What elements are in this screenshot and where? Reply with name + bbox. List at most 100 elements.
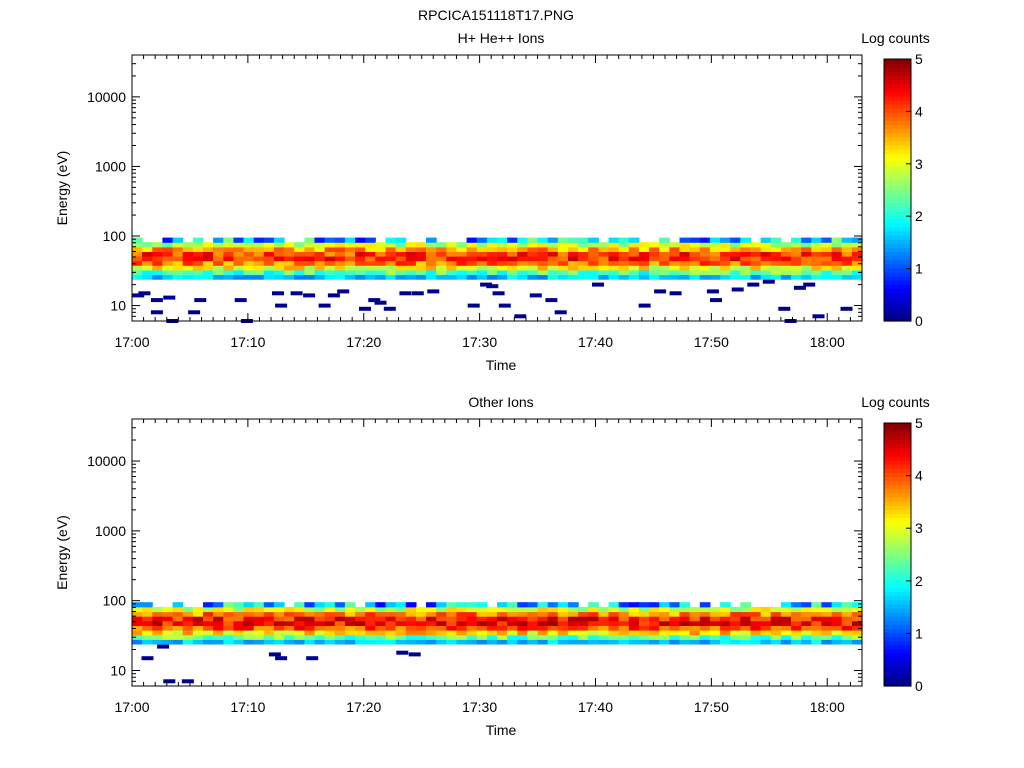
- spectrogram-cell: [385, 237, 397, 243]
- spectrogram-cell: [791, 265, 802, 271]
- spectrogram-cell: [355, 246, 366, 252]
- spectrogram-cell: [243, 269, 255, 276]
- spectrogram-cell: [547, 620, 559, 626]
- spectrogram-cell: [649, 242, 660, 248]
- colorbar-swatch: [884, 247, 911, 252]
- spectrogram-cell: [142, 634, 153, 640]
- sparse-count-mark: [529, 293, 542, 298]
- spectrogram-cell: [578, 242, 589, 248]
- spectrogram-cell: [831, 639, 843, 645]
- spectrogram-cell: [294, 260, 305, 266]
- spectrogram-cell: [791, 611, 802, 617]
- spectrogram-cell: [578, 630, 589, 636]
- spectrogram-cell: [436, 242, 447, 248]
- spectrogram-cell: [780, 246, 792, 252]
- spectrogram-cell: [324, 256, 336, 262]
- spectrogram-cell: [223, 606, 234, 613]
- spectrogram-cell: [132, 620, 143, 626]
- spectrogram-cell: [172, 620, 184, 626]
- spectrogram-cell: [142, 242, 153, 248]
- spectrogram-cell: [649, 620, 660, 626]
- spectrogram-cell: [709, 251, 721, 257]
- spectrogram-cell: [344, 625, 356, 631]
- spectrogram-cell: [152, 620, 163, 626]
- spectrogram-cell: [507, 256, 518, 262]
- spectrogram-cell: [791, 602, 802, 608]
- spectrogram-cell: [385, 269, 397, 276]
- spectrogram-cell: [537, 611, 549, 617]
- y-tick-label: 10000: [87, 453, 126, 469]
- spectrogram-cell: [415, 625, 427, 631]
- spectrogram-cell: [395, 260, 407, 266]
- colorbar-swatch: [884, 67, 911, 72]
- spectrogram-cell: [628, 616, 640, 622]
- spectrogram-cell: [476, 251, 488, 257]
- spectrogram-cell: [405, 611, 417, 617]
- spectrogram-cell: [263, 274, 275, 280]
- spectrogram-cell: [152, 260, 163, 266]
- colorbar-frame: [883, 58, 912, 322]
- sparse-count-mark: [408, 652, 421, 657]
- spectrogram-cell: [263, 260, 275, 266]
- spectrogram-cell: [517, 256, 528, 262]
- spectrogram-cell: [233, 265, 245, 271]
- spectrogram-cell: [831, 625, 843, 631]
- spectrogram-cell: [770, 616, 782, 622]
- spectrogram-cell: [720, 260, 731, 266]
- spectrogram-cell: [507, 246, 518, 252]
- spectrogram-cell: [608, 611, 620, 617]
- spectrogram-cell: [152, 265, 163, 271]
- spectrogram-cell: [446, 630, 457, 636]
- spectrogram-cell: [628, 251, 640, 257]
- spectrogram-cell: [456, 620, 468, 626]
- spectrogram-cell: [476, 625, 488, 631]
- spectrogram-cell: [720, 256, 731, 262]
- colorbar-swatch: [884, 271, 911, 277]
- spectrogram-cell: [649, 616, 660, 622]
- spectrogram-cell: [649, 611, 660, 617]
- spectrogram-cell: [415, 251, 427, 257]
- spectrogram-cell: [507, 616, 518, 622]
- spectrogram-cell: [497, 251, 508, 257]
- sparse-count-mark: [368, 298, 381, 303]
- sparse-count-mark: [498, 303, 511, 308]
- spectrogram-cell: [172, 602, 184, 608]
- spectrogram-cell: [172, 251, 184, 257]
- spectrogram-cell: [192, 620, 204, 626]
- spectrogram-cell: [709, 246, 721, 252]
- spectrogram-cell: [638, 242, 650, 248]
- colorbar-swatch: [884, 591, 911, 597]
- spectrogram-cell: [284, 625, 295, 631]
- spectrogram-cell: [588, 606, 599, 613]
- sparse-count-mark: [514, 314, 527, 319]
- spectrogram-cell: [436, 246, 447, 252]
- sparse-counts: [132, 279, 853, 323]
- spectrogram-cell: [243, 246, 255, 252]
- spectrogram-cell: [578, 616, 589, 622]
- sparse-count-mark: [840, 306, 853, 311]
- spectrogram-cell: [304, 242, 316, 248]
- spectrogram-cell: [568, 625, 579, 631]
- spectrogram-cell: [486, 274, 498, 280]
- spectrogram-cell: [355, 630, 366, 636]
- spectrogram-cell: [426, 265, 437, 271]
- spectrogram-cell: [405, 639, 417, 645]
- spectrogram-cell: [466, 606, 478, 613]
- spectrogram-cell: [801, 611, 812, 617]
- spectrogram-cell: [851, 625, 863, 631]
- spectrogram-cell: [142, 639, 153, 645]
- spectrogram-cell: [314, 606, 326, 613]
- spectrogram-cell: [304, 251, 316, 257]
- spectrogram-cell: [497, 256, 508, 262]
- spectrogram-cell: [284, 242, 295, 248]
- colorbar-swatch: [884, 161, 911, 166]
- spectrogram-cell: [801, 269, 812, 276]
- spectrogram-cell: [598, 260, 610, 266]
- spectrogram-cell: [568, 620, 579, 626]
- spectrogram-cell: [497, 265, 508, 271]
- figure-title: RPCICA151118T17.PNG: [418, 7, 574, 23]
- spectrogram-cell: [233, 256, 245, 262]
- spectrogram-cell: [689, 256, 701, 262]
- sparse-count-mark: [138, 291, 151, 296]
- spectrogram-band: [132, 602, 863, 645]
